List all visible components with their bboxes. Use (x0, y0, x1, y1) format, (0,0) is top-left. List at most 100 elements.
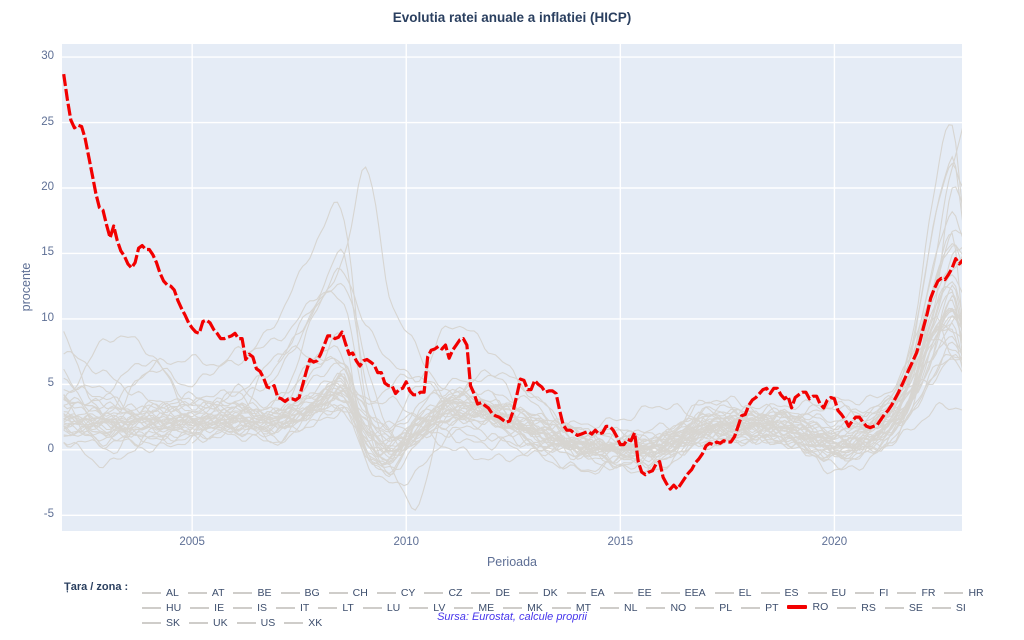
legend-item-EL[interactable]: EL (714, 587, 752, 599)
legend-item-PT[interactable]: PT (741, 602, 778, 614)
y-tick-label: 0 (47, 442, 54, 455)
legend-swatch-EEA (660, 592, 680, 594)
legend-code-SI: SI (955, 602, 966, 614)
legend-swatch-AL (142, 592, 161, 594)
legend-swatch-MK (503, 607, 523, 609)
legend-item-HU[interactable]: HU (142, 602, 181, 614)
legend-item-CZ[interactable]: CZ (424, 587, 462, 599)
legend-code-US: US (260, 617, 276, 629)
legend-item-AT[interactable]: AT (187, 587, 225, 599)
legend-item-LT[interactable]: LT (318, 602, 354, 614)
legend-item-CH[interactable]: CH (328, 587, 368, 599)
legend-swatch-EE (613, 592, 633, 594)
legend-item-ES[interactable]: ES (760, 587, 799, 599)
legend-swatch-MT (551, 607, 571, 609)
legend-item-FI[interactable]: FI (855, 587, 888, 599)
legend-code-FR: FR (921, 587, 936, 599)
legend-code-UK: UK (213, 617, 228, 629)
legend-code-ME: ME (478, 602, 495, 614)
legend-item-PL[interactable]: PL (695, 602, 732, 614)
legend-item-IS[interactable]: IS (233, 602, 267, 614)
legend-swatch-BE (233, 592, 253, 594)
legend-code-SE: SE (908, 602, 923, 614)
legend-item-EE[interactable]: EE (613, 587, 652, 599)
legend-swatch-EL (714, 592, 734, 594)
legend-swatch-LU (362, 607, 382, 609)
x-tick-label: 2005 (179, 536, 205, 548)
legend-code-NL: NL (624, 602, 638, 614)
legend-item-UK[interactable]: UK (189, 617, 228, 629)
legend-swatch-EU (807, 592, 827, 594)
legend-item-HR[interactable]: HR (944, 587, 984, 599)
legend-swatch-US (236, 622, 256, 624)
legend-swatch-FI (855, 592, 875, 594)
series-US (63, 338, 962, 478)
legend-item-MT[interactable]: MT (551, 602, 592, 614)
legend-item-DK[interactable]: DK (519, 587, 558, 599)
legend-code-RO: RO (812, 601, 829, 613)
legend-row-1: AL AT BE BG CH CY CZ DE DK EA EE EEA EL ES EU FI FR HR (142, 581, 993, 599)
legend-swatch-EA (566, 592, 586, 594)
legend-swatch-DE (471, 592, 491, 594)
legend-item-CY[interactable]: CY (376, 587, 415, 599)
legend-code-MT: MT (575, 602, 592, 614)
legend-swatch-DK (519, 592, 539, 594)
legend-item-IT[interactable]: IT (276, 602, 309, 614)
legend-swatch-PL (695, 607, 715, 609)
series-UK (63, 387, 835, 455)
legend-item-IE[interactable]: IE (190, 602, 224, 614)
legend-item-RS[interactable]: RS (837, 602, 876, 614)
y-tick-label: 10 (41, 311, 54, 324)
legend-swatch-SI (931, 607, 951, 609)
legend-item-NL[interactable]: NL (600, 602, 637, 614)
legend-swatch-IE (190, 607, 210, 609)
legend-item-NO[interactable]: NO (646, 602, 686, 614)
legend-code-EEA: EEA (684, 587, 706, 599)
legend-item-FR[interactable]: FR (897, 587, 935, 599)
legend-swatch-UK (189, 622, 209, 624)
legend-item-SI[interactable]: SI (931, 602, 966, 614)
legend-swatch-HR (944, 592, 964, 594)
series-NO (63, 353, 962, 451)
legend-code-PL: PL (719, 602, 733, 614)
legend-item-AL[interactable]: AL (142, 587, 179, 599)
legend-item-EU[interactable]: EU (807, 587, 847, 599)
legend-item-LU[interactable]: LU (362, 602, 401, 614)
legend-item-DE[interactable]: DE (471, 587, 510, 599)
legend-code-SK: SK (166, 617, 181, 629)
legend-swatch-RO (787, 605, 808, 609)
legend-code-IT: IT (300, 602, 310, 614)
legend-item-MK[interactable]: MK (503, 602, 543, 614)
legend-item-RO[interactable]: RO (787, 601, 828, 613)
y-tick-label: 25 (41, 115, 54, 128)
legend-code-AT: AT (211, 587, 225, 599)
legend-code-AL: AL (166, 587, 179, 599)
series-XK (662, 281, 962, 451)
legend-item-ME[interactable]: ME (454, 602, 494, 614)
legend-item-EEA[interactable]: EEA (660, 587, 706, 599)
legend-item-BE[interactable]: BE (233, 587, 272, 599)
legend-item-XK[interactable]: XK (284, 617, 322, 629)
legend-item-LV[interactable]: LV (409, 602, 445, 614)
legend-item-SE[interactable]: SE (884, 602, 923, 614)
legend-code-EL: EL (738, 587, 752, 599)
legend-swatch-HU (142, 607, 161, 609)
legend-code-BE: BE (257, 587, 272, 599)
legend-swatch-CY (376, 592, 396, 594)
x-tick-label: 2010 (393, 536, 420, 548)
legend-code-DE: DE (495, 587, 511, 599)
legend-swatch-FR (897, 592, 917, 594)
legend-item-BG[interactable]: BG (280, 587, 320, 599)
legend-code-MK: MK (527, 602, 543, 614)
legend-item-SK[interactable]: SK (142, 617, 180, 629)
legend-item-EA[interactable]: EA (566, 587, 605, 599)
legend-code-LU: LU (386, 602, 401, 614)
x-tick-label: 2020 (821, 536, 848, 548)
legend-item-US[interactable]: US (236, 617, 276, 629)
legend-swatch-SE (884, 607, 904, 609)
legend-swatch-ME (454, 607, 474, 609)
series-LV (63, 162, 962, 511)
legend-code-EU: EU (831, 587, 847, 599)
plot-canvas[interactable] (0, 0, 1024, 575)
legend-code-CZ: CZ (448, 587, 463, 599)
